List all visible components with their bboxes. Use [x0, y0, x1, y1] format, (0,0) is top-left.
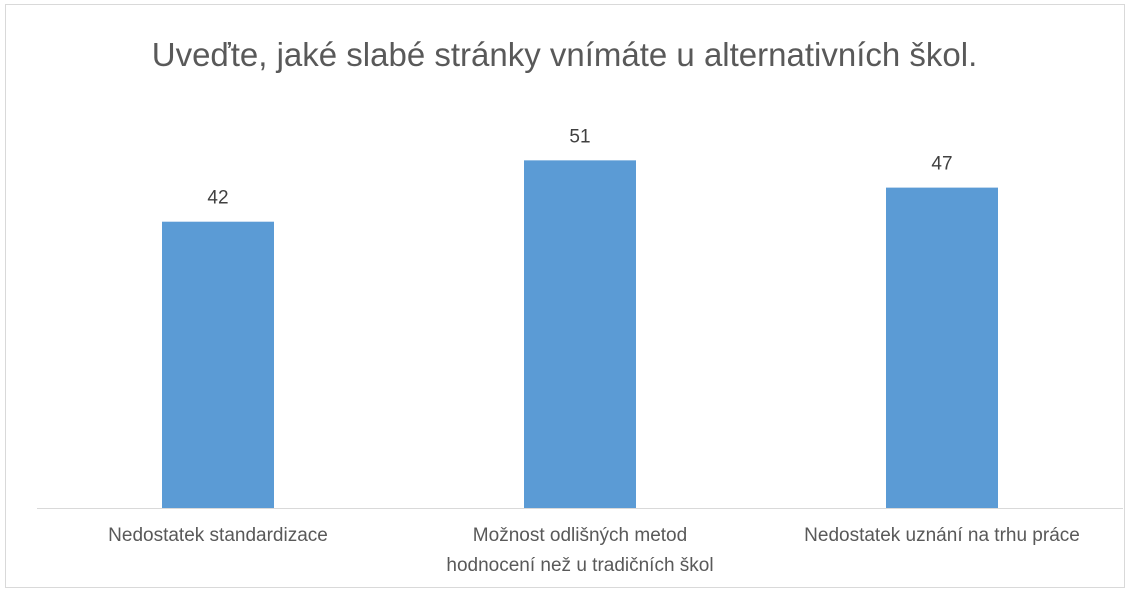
bar-2: [524, 160, 636, 508]
category-label-2-line-1: Možnost odlišných metod: [473, 525, 687, 546]
category-label-1: Nedostatek standardizace: [108, 525, 328, 546]
data-label-1: 42: [207, 188, 228, 209]
data-label-2: 51: [569, 126, 590, 147]
category-label-3: Nedostatek uznání na trhu práce: [804, 525, 1080, 546]
bar-3: [886, 187, 998, 508]
data-label-3: 47: [931, 154, 952, 175]
category-label-2-line-2: hodnocení než u tradičních škol: [446, 555, 713, 576]
bar-1: [162, 221, 274, 508]
chart-title: Uveďte, jaké slabé stránky vnímáte u alt…: [151, 36, 978, 73]
